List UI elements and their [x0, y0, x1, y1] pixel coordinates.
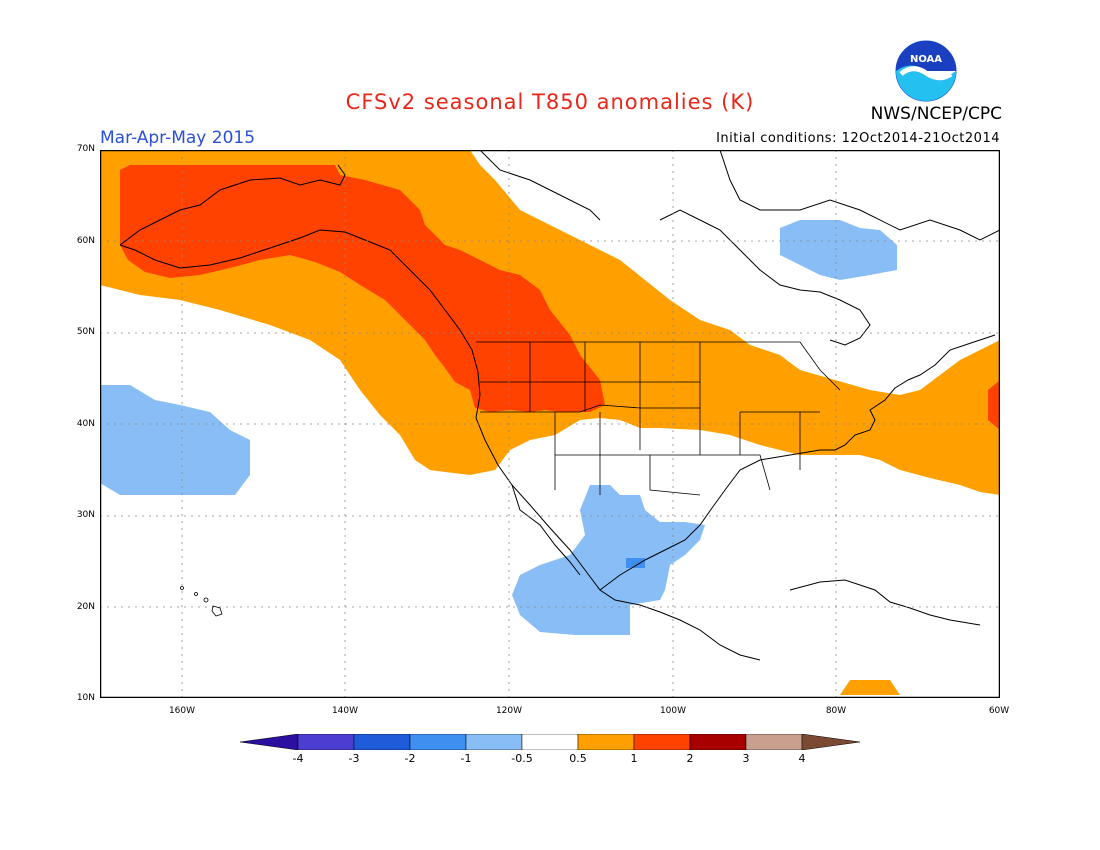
- color-bar-segment: [633, 734, 691, 750]
- lat-label: 60N: [76, 236, 95, 246]
- anomaly-map: [100, 150, 1000, 698]
- color-bar-label: 3: [742, 752, 750, 765]
- coastlines: [119, 150, 1000, 661]
- lon-label: 120W: [495, 706, 523, 716]
- anomaly-region-neg1-neg2: [626, 558, 645, 568]
- color-bar-segment: [353, 734, 411, 750]
- lat-label: 10N: [76, 693, 95, 703]
- color-bar-min-arrow: [240, 734, 299, 750]
- anomaly-region-1-2: [120, 165, 1000, 430]
- color-bar-label: 0.5: [569, 752, 587, 765]
- lon-label: 100W: [659, 706, 687, 716]
- color-bar-label: -0.5: [511, 752, 533, 765]
- color-bar-label: -3: [348, 752, 360, 765]
- initial-conditions-label: Initial conditions: 12Oct2014-21Oct2014: [716, 131, 1000, 146]
- color-bar-label: 1: [630, 752, 638, 765]
- lon-label: 80W: [825, 706, 847, 716]
- noaa-logo: NOAA: [895, 40, 957, 102]
- svg-text:NOAA: NOAA: [910, 54, 942, 65]
- color-bar-segment: [409, 734, 467, 750]
- color-bar-label: -4: [292, 752, 304, 765]
- color-bar-label: -1: [460, 752, 472, 765]
- lat-label: 50N: [76, 327, 95, 337]
- color-bar-segment: [689, 734, 747, 750]
- agency-label: NWS/NCEP/CPC: [870, 104, 1002, 124]
- color-bar-segment: [465, 734, 523, 750]
- lon-label: 160W: [168, 706, 196, 716]
- lat-label: 30N: [76, 510, 95, 520]
- color-bar-label: 4: [798, 752, 806, 765]
- color-bar-max-arrow: [801, 734, 861, 750]
- lat-label: 70N: [76, 144, 95, 154]
- color-bar-label: -2: [404, 752, 416, 765]
- map-frame: [100, 150, 1000, 698]
- color-bar-label: 2: [686, 752, 694, 765]
- color-bar-segment: [745, 734, 803, 750]
- lon-label: 140W: [331, 706, 359, 716]
- lat-label: 20N: [76, 602, 95, 612]
- political-borders: [476, 341, 841, 496]
- anomaly-region-neg0.5-neg1: [100, 220, 897, 635]
- hawaii-islands: [180, 586, 223, 617]
- color-bar-segment: [297, 734, 355, 750]
- season-label: Mar-Apr-May 2015: [100, 128, 256, 148]
- lon-label: 60W: [988, 706, 1010, 716]
- color-bar-segment: [521, 734, 579, 750]
- color-bar: [240, 734, 861, 750]
- lat-label: 40N: [76, 419, 95, 429]
- color-bar-segment: [577, 734, 635, 750]
- chart-title: CFSv2 seasonal T850 anomalies (K): [345, 90, 755, 114]
- graticule: [100, 150, 1000, 698]
